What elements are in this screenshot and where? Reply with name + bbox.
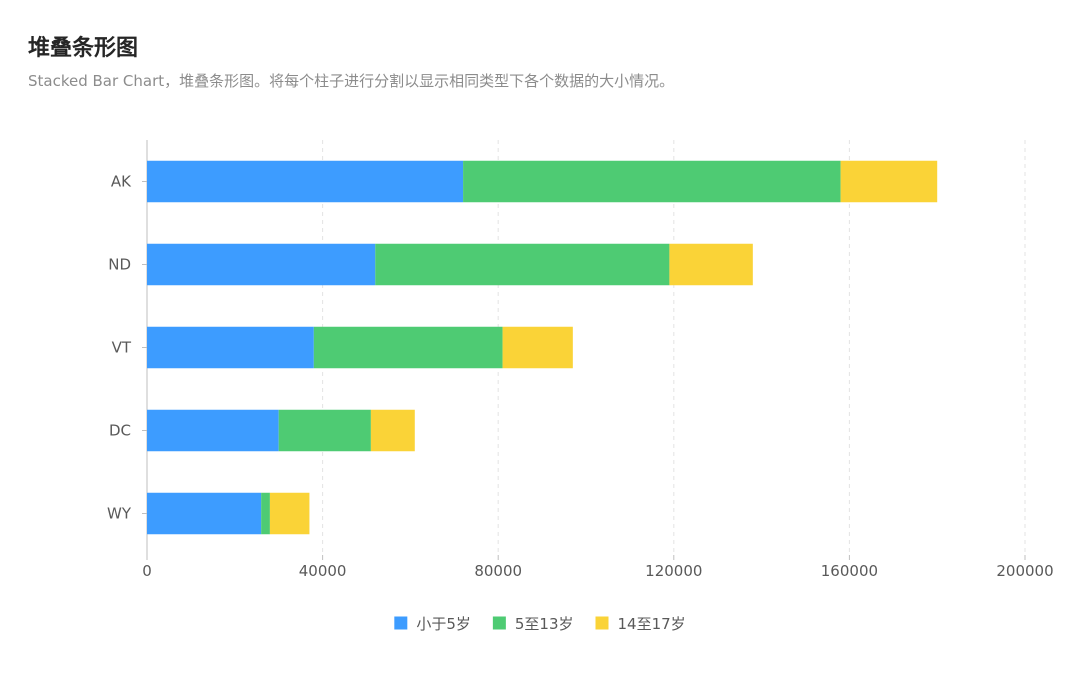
legend-label: 小于5岁 xyxy=(416,615,471,633)
y-tick-label: DC xyxy=(109,422,131,440)
bar-segment[interactable] xyxy=(375,243,670,286)
chart-subtitle: Stacked Bar Chart，堆叠条形图。将每个柱子进行分割以显示相同类型… xyxy=(28,72,675,90)
y-tick-label: VT xyxy=(112,339,132,357)
legend-label: 14至17岁 xyxy=(618,615,686,633)
legend-swatch[interactable] xyxy=(595,616,609,630)
chart-header: 堆叠条形图 Stacked Bar Chart，堆叠条形图。将每个柱子进行分割以… xyxy=(28,30,674,91)
bar-segment[interactable] xyxy=(313,326,503,369)
bar-segment[interactable] xyxy=(147,160,464,203)
bar-segment[interactable] xyxy=(147,243,376,286)
bar-segment[interactable] xyxy=(370,409,415,452)
legend-label: 5至13岁 xyxy=(515,615,574,633)
bar-segment[interactable] xyxy=(147,409,279,452)
y-tick-label: AK xyxy=(111,173,132,191)
x-tick-label: 120000 xyxy=(645,562,702,580)
bar-segment[interactable] xyxy=(147,492,262,535)
x-tick-label: 0 xyxy=(142,562,152,580)
bar-segment[interactable] xyxy=(278,409,371,452)
bar-segment[interactable] xyxy=(502,326,573,369)
legend-swatch[interactable] xyxy=(394,616,408,630)
bar-segment[interactable] xyxy=(463,160,841,203)
bar-segment[interactable] xyxy=(261,492,270,535)
y-tick-label: WY xyxy=(107,505,132,523)
y-tick-label: ND xyxy=(108,256,131,274)
bar-segment[interactable] xyxy=(840,160,938,203)
chart-title: 堆叠条形图 xyxy=(28,36,139,61)
legend-swatch[interactable] xyxy=(492,616,506,630)
bar-segment[interactable] xyxy=(269,492,310,535)
bar-segment[interactable] xyxy=(669,243,753,286)
bar-segment[interactable] xyxy=(147,326,314,369)
x-tick-label: 160000 xyxy=(821,562,878,580)
x-tick-label: 200000 xyxy=(996,562,1053,580)
x-tick-label: 40000 xyxy=(299,562,347,580)
x-tick-label: 80000 xyxy=(474,562,522,580)
